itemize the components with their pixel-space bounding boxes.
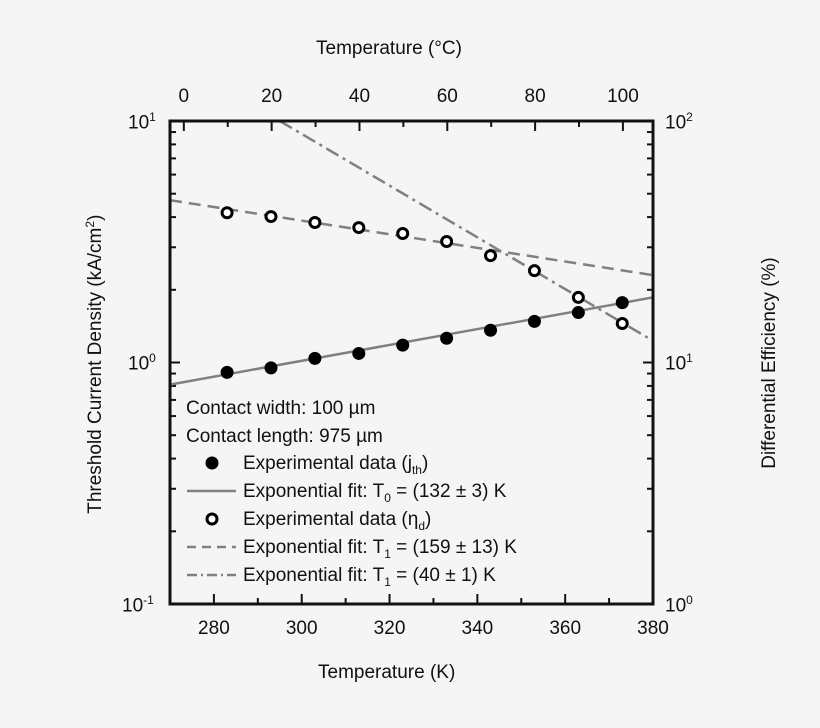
legend-entry-t0-fit: Exponential fit: T0 = (132 ± 3) K [243, 481, 507, 505]
top-axis-title: Temperature (°C) [316, 38, 462, 59]
right-tick-10-0: 100 [665, 593, 693, 617]
bottom-tick-label: 320 [373, 618, 406, 639]
top-tick-label: 20 [261, 86, 283, 107]
left-tick-10-minus1: 10-1 [122, 593, 154, 617]
top-tick-label: 0 [178, 86, 190, 107]
top-tick-label: 100 [607, 86, 639, 107]
bottom-tick-label: 380 [637, 618, 669, 639]
bottom-tick-label: 280 [198, 618, 230, 639]
legend-entry-t1-fit-159: Exponential fit: T1 = (159 ± 13) K [243, 537, 517, 561]
top-tick-label: 60 [436, 86, 458, 107]
bottom-tick-label: 300 [285, 618, 318, 639]
legend-entry-t1-fit-40: Exponential fit: T1 = (40 ± 1) K [243, 565, 496, 589]
annotation-contact-width: Contact width: 100 µm [186, 398, 376, 419]
left-axis-title: Threshold Current Density (kA/cm2) [82, 214, 107, 514]
right-tick-10-2: 102 [665, 110, 693, 134]
fit-lines [170, 121, 653, 386]
data-points [220, 206, 629, 379]
legend-entry-jth-data: Experimental data (jth) [243, 453, 429, 477]
top-tick-label: 40 [348, 86, 371, 107]
top-tick-label: 80 [524, 86, 546, 107]
left-tick-10-1: 101 [128, 110, 156, 134]
plot-frame [168, 119, 655, 606]
bottom-tick-label: 340 [461, 618, 494, 639]
left-tick-10-0: 100 [128, 351, 156, 375]
right-axis-title: Differential Efficiency (%) [759, 257, 780, 469]
right-tick-10-1: 101 [665, 351, 693, 375]
bottom-tick-label: 360 [549, 618, 582, 639]
legend-entry-etad-data: Experimental data (ηd) [243, 509, 432, 533]
bottom-axis-title: Temperature (K) [318, 662, 456, 683]
legend-symbols [187, 456, 236, 577]
annotation-contact-length: Contact length: 975 µm [186, 426, 383, 447]
